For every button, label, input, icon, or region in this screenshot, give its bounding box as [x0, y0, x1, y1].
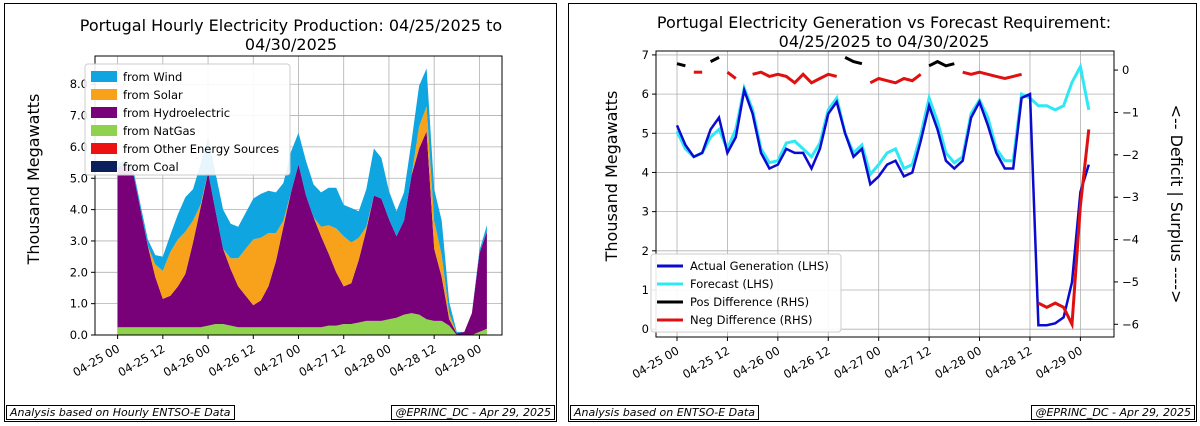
generation-vs-forecast-line-chart: Portugal Electricity Generation vs Forec… — [602, 13, 1186, 381]
plot-frame — [94, 55, 503, 336]
x-tick-label: 04-26 12 — [206, 341, 258, 379]
legend-label: from NatGas — [123, 124, 196, 138]
y-right-tick-label: −4 — [1122, 233, 1139, 247]
legend-swatch — [91, 125, 117, 136]
x-tick-label: 04-28 12 — [983, 343, 1035, 381]
y-tick-label: 8.0 — [70, 77, 88, 91]
y-tick-label: 6 — [642, 87, 649, 101]
y-right-tick-label: −6 — [1122, 317, 1139, 331]
y-tick-label: 1 — [642, 283, 649, 297]
line-series-neg-difference — [726, 71, 737, 80]
area-series-natgas — [117, 313, 487, 335]
legend-swatch — [91, 89, 117, 100]
chart-title-line-2: 04/30/2025 — [245, 35, 337, 54]
y-right-tick-label: −2 — [1122, 148, 1139, 162]
x-tick-label: 04-27 12 — [296, 341, 348, 379]
footer-source-note: Analysis based on ENTSO-E Data — [570, 405, 759, 420]
y-tick-label: 4.0 — [70, 203, 88, 217]
x-tick-label: 04-25 12 — [680, 343, 732, 381]
y-right-tick-label: −3 — [1122, 190, 1139, 204]
x-tick-label: 04-26 00 — [731, 343, 783, 381]
y-axis-label: Thousand Megawatts — [602, 91, 621, 263]
legend-label: Pos Difference (RHS) — [690, 295, 809, 309]
production-area-chart: Portugal Hourly Electricity Production: … — [24, 16, 503, 379]
legend-swatch — [91, 107, 117, 118]
x-tick-label: 04-26 12 — [781, 343, 833, 381]
line-series-pos-difference — [844, 56, 863, 66]
line-series-pos-difference — [928, 59, 955, 68]
line-series-actual-generation — [675, 85, 1090, 327]
y-tick-label: 6.0 — [70, 140, 88, 154]
legend-label: Actual Generation (LHS) — [690, 259, 829, 273]
x-tick-label: 04-25 00 — [70, 341, 122, 379]
y-tick-label: 7.0 — [70, 109, 88, 123]
legend-swatch — [91, 143, 117, 154]
legend-label: from Hydroelectric — [123, 106, 230, 120]
legend-label: Forecast (LHS) — [690, 277, 774, 291]
y-axis-label: Thousand Megawatts — [24, 94, 43, 266]
y-axis-right-label: <-- Deficit | Surplus ----> — [1167, 105, 1186, 304]
line-series-neg-difference — [962, 70, 1022, 81]
y-right-tick-label: 0 — [1122, 63, 1129, 77]
y-tick-label: 0 — [642, 322, 649, 336]
legend-label: from Coal — [123, 160, 179, 174]
y-tick-label: 3.0 — [70, 234, 88, 248]
x-tick-label: 04-28 12 — [387, 341, 439, 379]
y-tick-label: 0.0 — [70, 328, 88, 342]
x-tick-label: 04-25 12 — [116, 341, 168, 379]
legend: Actual Generation (LHS) Forecast (LHS) Pos… — [650, 253, 842, 333]
production-chart-panel: Portugal Hourly Electricity Production: … — [4, 3, 557, 422]
footer-credit: @EPRINC_DC - Apr 29, 2025 — [1031, 405, 1195, 420]
legend-label: from Solar — [123, 88, 183, 102]
y-tick-label: 3 — [642, 205, 649, 219]
legend-label: Neg Difference (RHS) — [690, 313, 813, 327]
line-series-pos-difference — [676, 62, 686, 68]
y-tick-label: 4 — [642, 165, 649, 179]
line-series-neg-difference — [869, 73, 922, 85]
y-tick-label: 7 — [642, 48, 649, 62]
y-tick-label: 2.0 — [70, 265, 88, 279]
y-tick-label: 1.0 — [70, 297, 88, 311]
legend-swatch — [91, 71, 117, 82]
legend-label: from Other Energy Sources — [123, 142, 279, 156]
x-tick-label: 04-27 00 — [831, 343, 883, 381]
line-series-neg-difference — [752, 70, 838, 85]
x-tick-label: 04-27 00 — [251, 341, 303, 379]
legend-label: from Wind — [123, 70, 182, 84]
line-series-pos-difference — [709, 56, 720, 63]
generation-forecast-chart-panel: Portugal Electricity Generation vs Forec… — [568, 3, 1197, 422]
legend-box — [84, 63, 291, 176]
y-right-tick-label: −1 — [1122, 105, 1139, 119]
x-tick-label: 04-25 00 — [630, 343, 682, 381]
area-series-wind — [117, 68, 487, 334]
footer-source-note: Analysis based on Hourly ENTSO-E Data — [6, 405, 235, 420]
y-tick-label: 5.0 — [70, 171, 88, 185]
y-right-tick-label: −5 — [1122, 275, 1139, 289]
x-tick-label: 04-29 00 — [1033, 343, 1085, 381]
chart-title-line-2: 04/25/2025 to 04/30/2025 — [779, 32, 990, 51]
x-tick-label: 04-26 00 — [161, 341, 213, 379]
footer-credit: @EPRINC_DC - Apr 29, 2025 — [391, 405, 555, 420]
y-tick-label: 5 — [642, 126, 649, 140]
chart-title-line-1: Portugal Electricity Generation vs Forec… — [657, 13, 1111, 32]
x-tick-label: 04-28 00 — [932, 343, 984, 381]
legend-swatch — [91, 161, 117, 172]
x-tick-label: 04-27 12 — [882, 343, 934, 381]
y-tick-label: 2 — [642, 244, 649, 258]
x-tick-label: 04-28 00 — [342, 341, 394, 379]
area-series-hydroelectric — [117, 131, 487, 335]
chart-title-line-1: Portugal Hourly Electricity Production: … — [80, 16, 502, 35]
legend: from Wind from Solar from Hydroelectric fro… — [84, 63, 291, 176]
x-tick-label: 04-29 00 — [432, 341, 484, 379]
plot-frame — [655, 50, 1115, 338]
legend-box — [650, 253, 842, 333]
line-series-neg-difference — [1037, 129, 1091, 330]
